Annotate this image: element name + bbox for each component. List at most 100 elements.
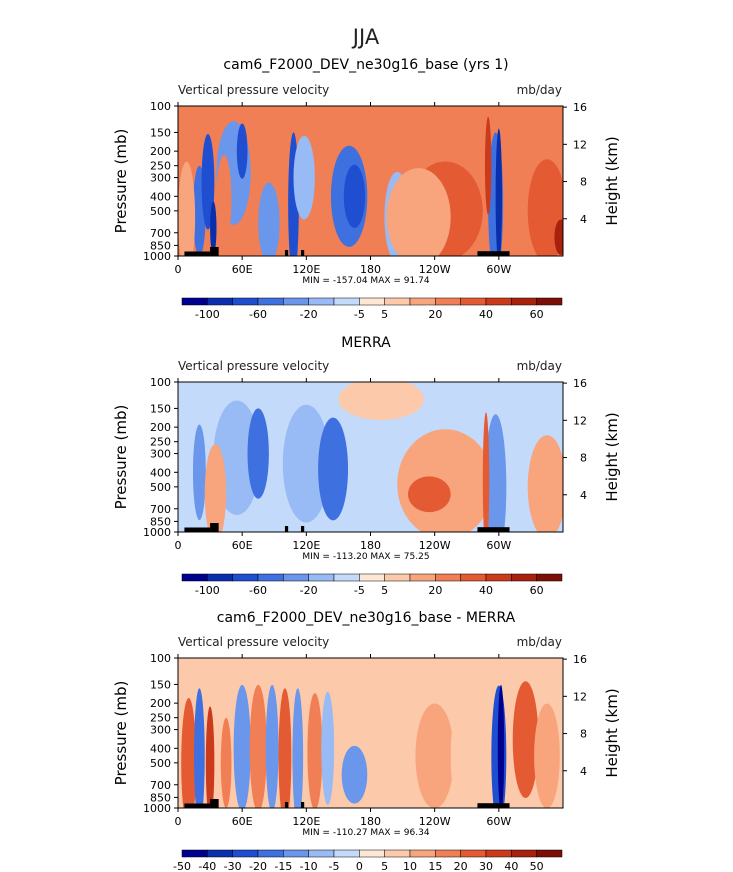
colorbar-swatch <box>359 297 385 306</box>
colorbar-swatch <box>333 849 360 858</box>
chart-title: cam6_F2000_DEV_ne30g16_base (yrs 1) <box>223 57 508 73</box>
contour-region <box>484 414 507 532</box>
x-tick-label: 60E <box>232 815 253 828</box>
colorbar-swatch <box>435 573 461 582</box>
colorbar-swatch <box>511 849 537 858</box>
colorbar-swatch <box>207 849 233 858</box>
topography-block <box>210 799 219 808</box>
contour-region <box>318 417 349 521</box>
contour-region <box>181 697 197 808</box>
colorbar-label: 50 <box>530 860 544 872</box>
contour-region <box>554 219 563 256</box>
x-tick-label: 180 <box>360 815 381 828</box>
y-tick-label: 100 <box>150 652 171 665</box>
panels: cam6_F2000_DEV_ne30g16_base (yrs 1) Verti… <box>112 57 621 872</box>
chart-panel-2: MERRA Vertical pressure velocity mb/day 100… <box>112 335 621 597</box>
colorbar-label: -30 <box>224 860 242 872</box>
topography-block <box>284 802 289 808</box>
variable-label: Vertical pressure velocity <box>178 359 329 373</box>
colorbar-label: -60 <box>249 584 267 597</box>
y-tick-label: 200 <box>150 421 171 434</box>
colorbar-label: 20 <box>454 860 468 872</box>
contour-region <box>407 476 451 513</box>
colorbar-swatch <box>384 573 411 582</box>
y-tick-label: 250 <box>150 160 171 173</box>
colorbar-label: 10 <box>403 860 417 872</box>
y-tick-label: 850 <box>150 791 171 804</box>
topography-block <box>210 523 219 532</box>
colorbar-swatch <box>460 849 487 858</box>
right-y-tick-label: 12 <box>573 690 587 703</box>
colorbar-swatch <box>384 297 411 306</box>
contour-region <box>236 123 248 179</box>
colorbar-label: 5 <box>381 308 388 321</box>
y-tick-label: 150 <box>150 402 171 415</box>
contour-region <box>307 693 323 808</box>
colorbar-label: 40 <box>479 584 493 597</box>
colorbar-label: -60 <box>249 308 267 321</box>
colorbar-swatch <box>409 297 436 306</box>
colorbar-swatch <box>232 573 259 582</box>
stats-text: MIN = -113.20 MAX = 75.25 <box>302 552 429 562</box>
colorbar-swatch <box>485 297 512 306</box>
y-tick-label: 300 <box>150 172 171 185</box>
y-axis-label: Pressure (mb) <box>112 129 130 234</box>
contour-region <box>293 135 315 220</box>
colorbar-label: -20 <box>300 308 318 321</box>
contour-region <box>527 159 563 256</box>
x-tick-label: 180 <box>360 263 381 276</box>
topography-block <box>477 251 510 256</box>
contour-region <box>450 703 473 808</box>
x-tick-label: 120E <box>292 263 320 276</box>
y-tick-label: 500 <box>150 481 171 494</box>
colorbar-swatch <box>333 297 360 306</box>
colorbar-swatch <box>485 573 512 582</box>
colorbar-label: -10 <box>300 860 318 872</box>
y-tick-label: 250 <box>150 436 171 449</box>
colorbar-label: -20 <box>249 860 267 872</box>
y-tick-label: 400 <box>150 742 171 755</box>
topography-block <box>477 803 510 808</box>
colorbar-swatch <box>207 573 233 582</box>
right-y-tick-label: 12 <box>573 414 587 427</box>
colorbar-label: -5 <box>354 308 365 321</box>
heatmap-field <box>178 382 563 532</box>
contour-region <box>201 134 215 230</box>
colorbar-swatch <box>511 297 537 306</box>
y-tick-label: 500 <box>150 205 171 218</box>
colorbar: -100 -60 -20 -5 5 20 40 60 <box>181 297 563 321</box>
topography-block <box>210 247 219 256</box>
colorbar-swatch <box>283 573 309 582</box>
colorbar-label: 15 <box>428 860 442 872</box>
colorbar-swatch <box>384 849 411 858</box>
colorbar-swatch <box>308 573 335 582</box>
colorbar: -100 -60 -20 -5 5 20 40 60 <box>181 573 563 597</box>
y-tick-label: 400 <box>150 466 171 479</box>
x-tick-label: 0 <box>175 539 182 552</box>
page-title: JJA <box>351 25 380 49</box>
units-label: mb/day <box>517 635 562 649</box>
colorbar-label: 5 <box>381 860 388 872</box>
topography-block <box>300 250 305 256</box>
y-tick-label: 150 <box>150 678 171 691</box>
heatmap-field <box>178 658 563 808</box>
x-tick-label: 60W <box>486 263 511 276</box>
y-axis-label: Pressure (mb) <box>112 681 130 786</box>
colorbar: -50 -40 -30 -20 -15 -10 -5 0 5 10 15 20 30 40 50 <box>173 849 563 872</box>
x-tick-label: 0 <box>175 815 182 828</box>
chart-panel-1: cam6_F2000_DEV_ne30g16_base (yrs 1) Verti… <box>112 57 621 321</box>
colorbar-swatch <box>409 849 436 858</box>
contour-region <box>278 688 292 808</box>
contour-region <box>205 706 215 808</box>
contour-region <box>534 703 560 808</box>
right-y-tick-label: 8 <box>580 728 587 741</box>
y-tick-label: 250 <box>150 712 171 725</box>
right-y-tick-label: 4 <box>580 765 587 778</box>
x-tick-label: 0 <box>175 263 182 276</box>
colorbar-swatch <box>435 297 461 306</box>
colorbar-label: 60 <box>530 308 544 321</box>
y-axis-label: Pressure (mb) <box>112 405 130 510</box>
contour-region <box>482 412 490 532</box>
topography-block <box>477 527 510 532</box>
x-tick-label: 120W <box>419 263 451 276</box>
